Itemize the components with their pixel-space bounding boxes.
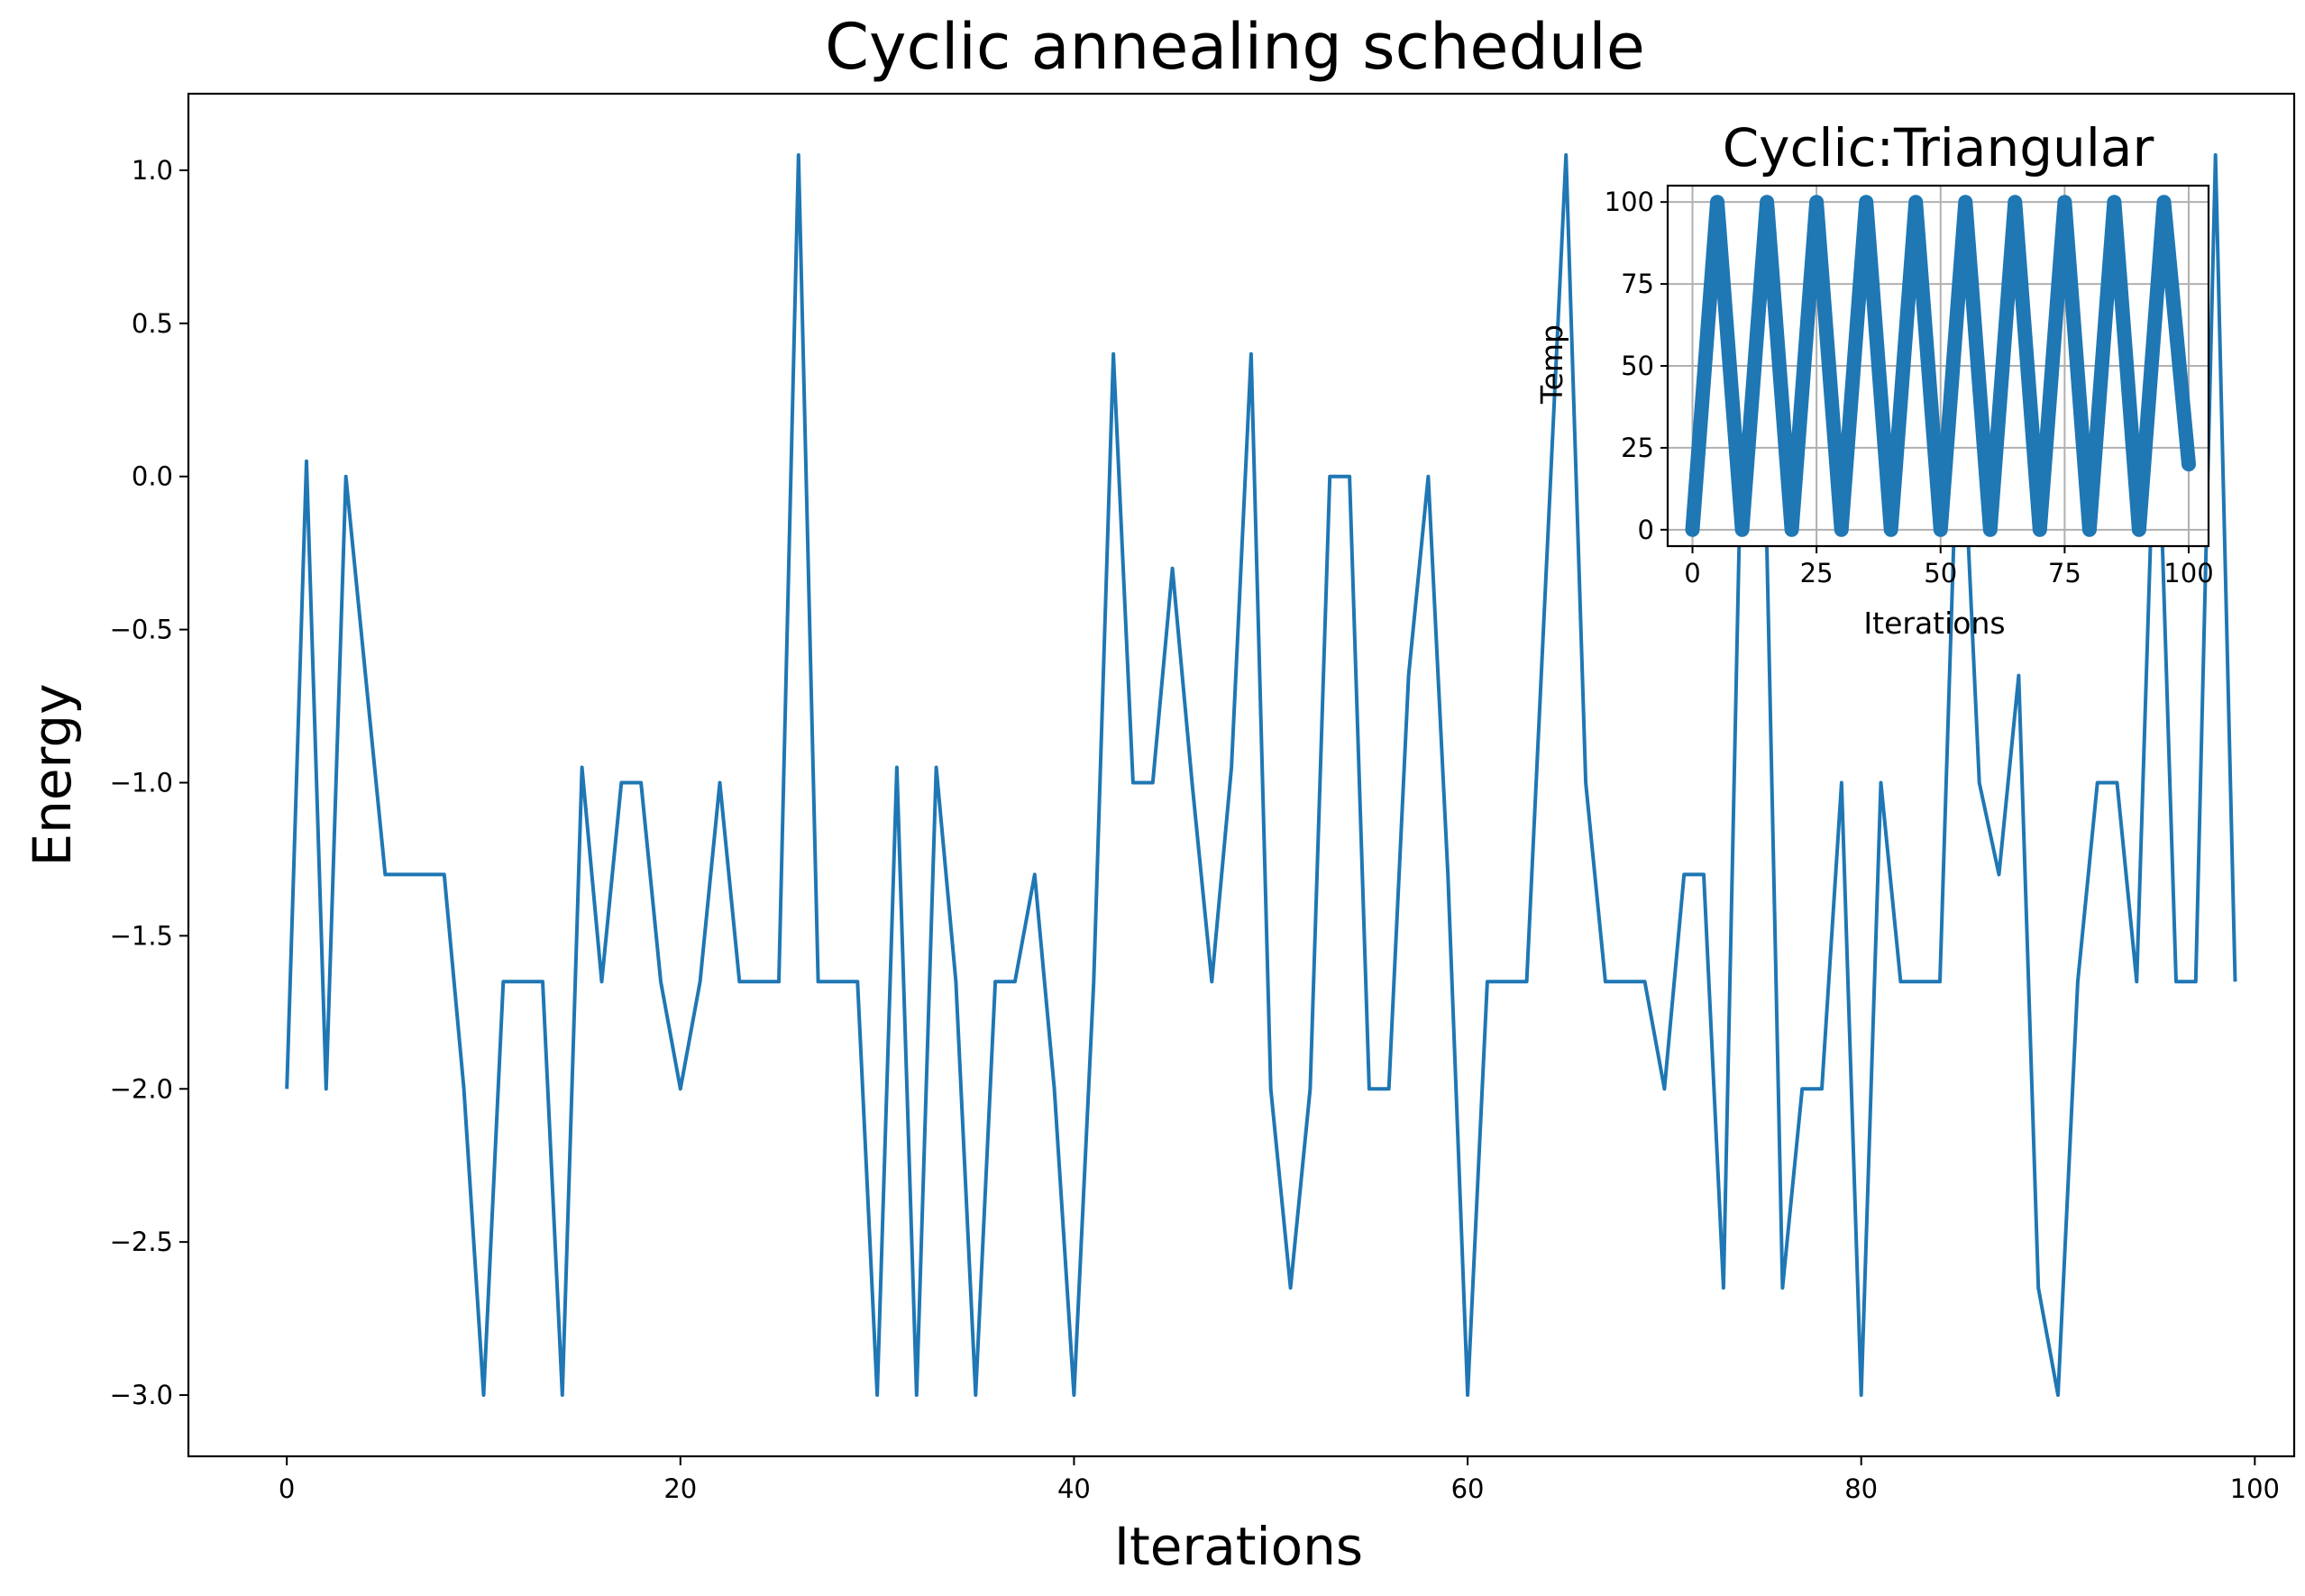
inset-x-tick-label: 0	[1684, 558, 1700, 588]
main-y-tick-label: −1.0	[110, 767, 173, 798]
inset-chart: 0 25 50 75 100 0 25 50 75 100 Cyclic:Triangular I…	[1534, 117, 2214, 641]
main-x-tick-label: 40	[1057, 1473, 1091, 1504]
main-chart: Cyclic annealing schedule 0 20 40 60 80 100 1.…	[22, 10, 2296, 1577]
inset-tick-group: 0 25 50 75 100 0 25 50 75 100	[1605, 187, 2214, 588]
main-x-tick-label: 0	[279, 1473, 295, 1504]
inset-x-tick-label: 50	[1924, 558, 1957, 588]
main-y-tick-label: 0.5	[132, 308, 173, 339]
inset-y-axis-label: Temp	[1534, 324, 1569, 405]
main-tick-group: 0 20 40 60 80 100 1.0 0.5 0.0 −0.5 −1.0 −1.5 −2.0 −2.…	[110, 155, 2280, 1504]
main-x-tick-label: 100	[2230, 1473, 2280, 1504]
inset-y-tick-label: 25	[1621, 433, 1654, 463]
inset-x-tick-label: 100	[2163, 558, 2213, 588]
main-x-axis-label: Iterations	[1114, 1516, 1363, 1577]
main-y-tick-label: 1.0	[132, 155, 173, 186]
inset-x-axis-label: Iterations	[1863, 606, 2005, 641]
main-chart-title: Cyclic annealing schedule	[825, 10, 1645, 84]
main-y-tick-label: −1.5	[110, 920, 173, 951]
main-energy-line	[285, 153, 2237, 1397]
inset-y-tick-label: 75	[1621, 269, 1654, 299]
main-y-tick-label: −3.0	[110, 1380, 173, 1410]
inset-y-tick-label: 50	[1621, 351, 1654, 381]
inset-temp-line	[1685, 195, 2196, 537]
main-y-tick-label: −0.5	[110, 615, 173, 645]
main-y-axis-label: Energy	[22, 683, 83, 866]
main-plot-frame	[187, 92, 2296, 1458]
main-y-tick-label: −2.0	[110, 1073, 173, 1104]
inset-chart-title: Cyclic:Triangular	[1723, 117, 2154, 178]
main-x-tick-label: 60	[1451, 1473, 1485, 1504]
inset-x-tick-label: 75	[2048, 558, 2081, 588]
inset-y-tick-label: 0	[1638, 515, 1654, 545]
main-y-tick-label: −2.5	[110, 1227, 173, 1257]
main-y-tick-label: 0.0	[132, 461, 173, 492]
inset-x-tick-label: 25	[1800, 558, 1834, 588]
main-x-tick-label: 20	[663, 1473, 697, 1504]
inset-y-tick-label: 100	[1605, 187, 1654, 217]
main-x-tick-label: 80	[1844, 1473, 1878, 1504]
